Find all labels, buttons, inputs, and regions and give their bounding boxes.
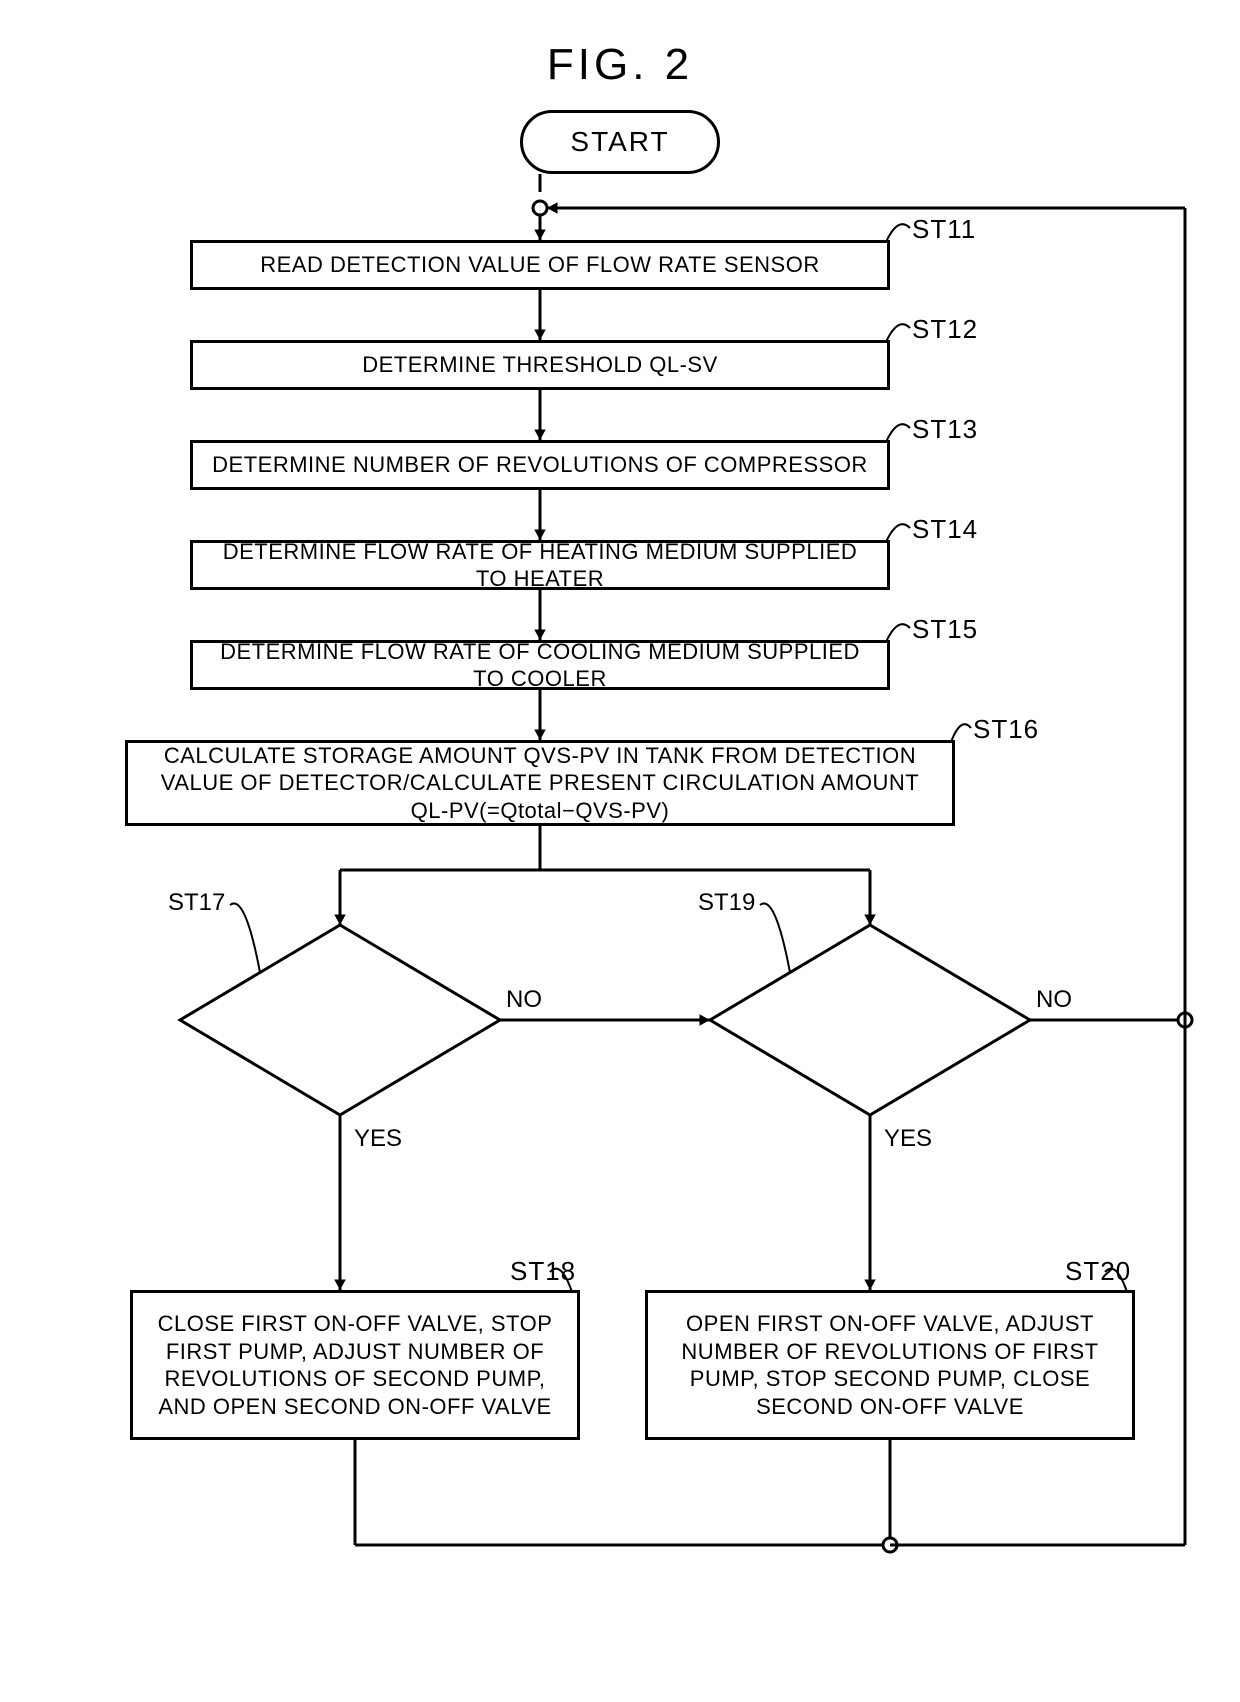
label-st18: ST18 — [510, 1256, 576, 1287]
label-st15: ST15 — [912, 614, 978, 645]
label-st17: ST17 — [168, 889, 225, 917]
no-st17: NO — [506, 986, 542, 1014]
step-st11: READ DETECTION VALUE OF FLOW RATE SENSOR — [190, 240, 890, 290]
step-st15: DETERMINE FLOW RATE OF COOLING MEDIUM SU… — [190, 640, 890, 690]
decision-st19-text: QL-PV > QL-SV ? — [750, 996, 990, 1026]
label-st13: ST13 — [912, 414, 978, 445]
label-st12: ST12 — [912, 314, 978, 345]
yes-st19: YES — [884, 1125, 932, 1153]
decision-st17-text: QL-PV < QL-SV ? — [220, 996, 460, 1026]
label-st20: ST20 — [1065, 1256, 1131, 1287]
no-st19: NO — [1036, 986, 1072, 1014]
yes-st17: YES — [354, 1125, 402, 1153]
label-st11: ST11 — [912, 214, 976, 245]
start-box: START — [520, 110, 720, 174]
step-st16: CALCULATE STORAGE AMOUNT QVS-PV IN TANK … — [125, 740, 955, 826]
step-st14: DETERMINE FLOW RATE OF HEATING MEDIUM SU… — [190, 540, 890, 590]
label-st19: ST19 — [698, 889, 755, 917]
label-st14: ST14 — [912, 514, 978, 545]
figure-title: FIG. 2 — [547, 40, 693, 90]
step-st20: OPEN FIRST ON-OFF VALVE, ADJUST NUMBER O… — [645, 1290, 1135, 1440]
step-st12: DETERMINE THRESHOLD QL-SV — [190, 340, 890, 390]
step-st13: DETERMINE NUMBER OF REVOLUTIONS OF COMPR… — [190, 440, 890, 490]
start-text: START — [570, 126, 669, 158]
label-st16: ST16 — [973, 714, 1039, 745]
step-st18: CLOSE FIRST ON-OFF VALVE, STOP FIRST PUM… — [130, 1290, 580, 1440]
